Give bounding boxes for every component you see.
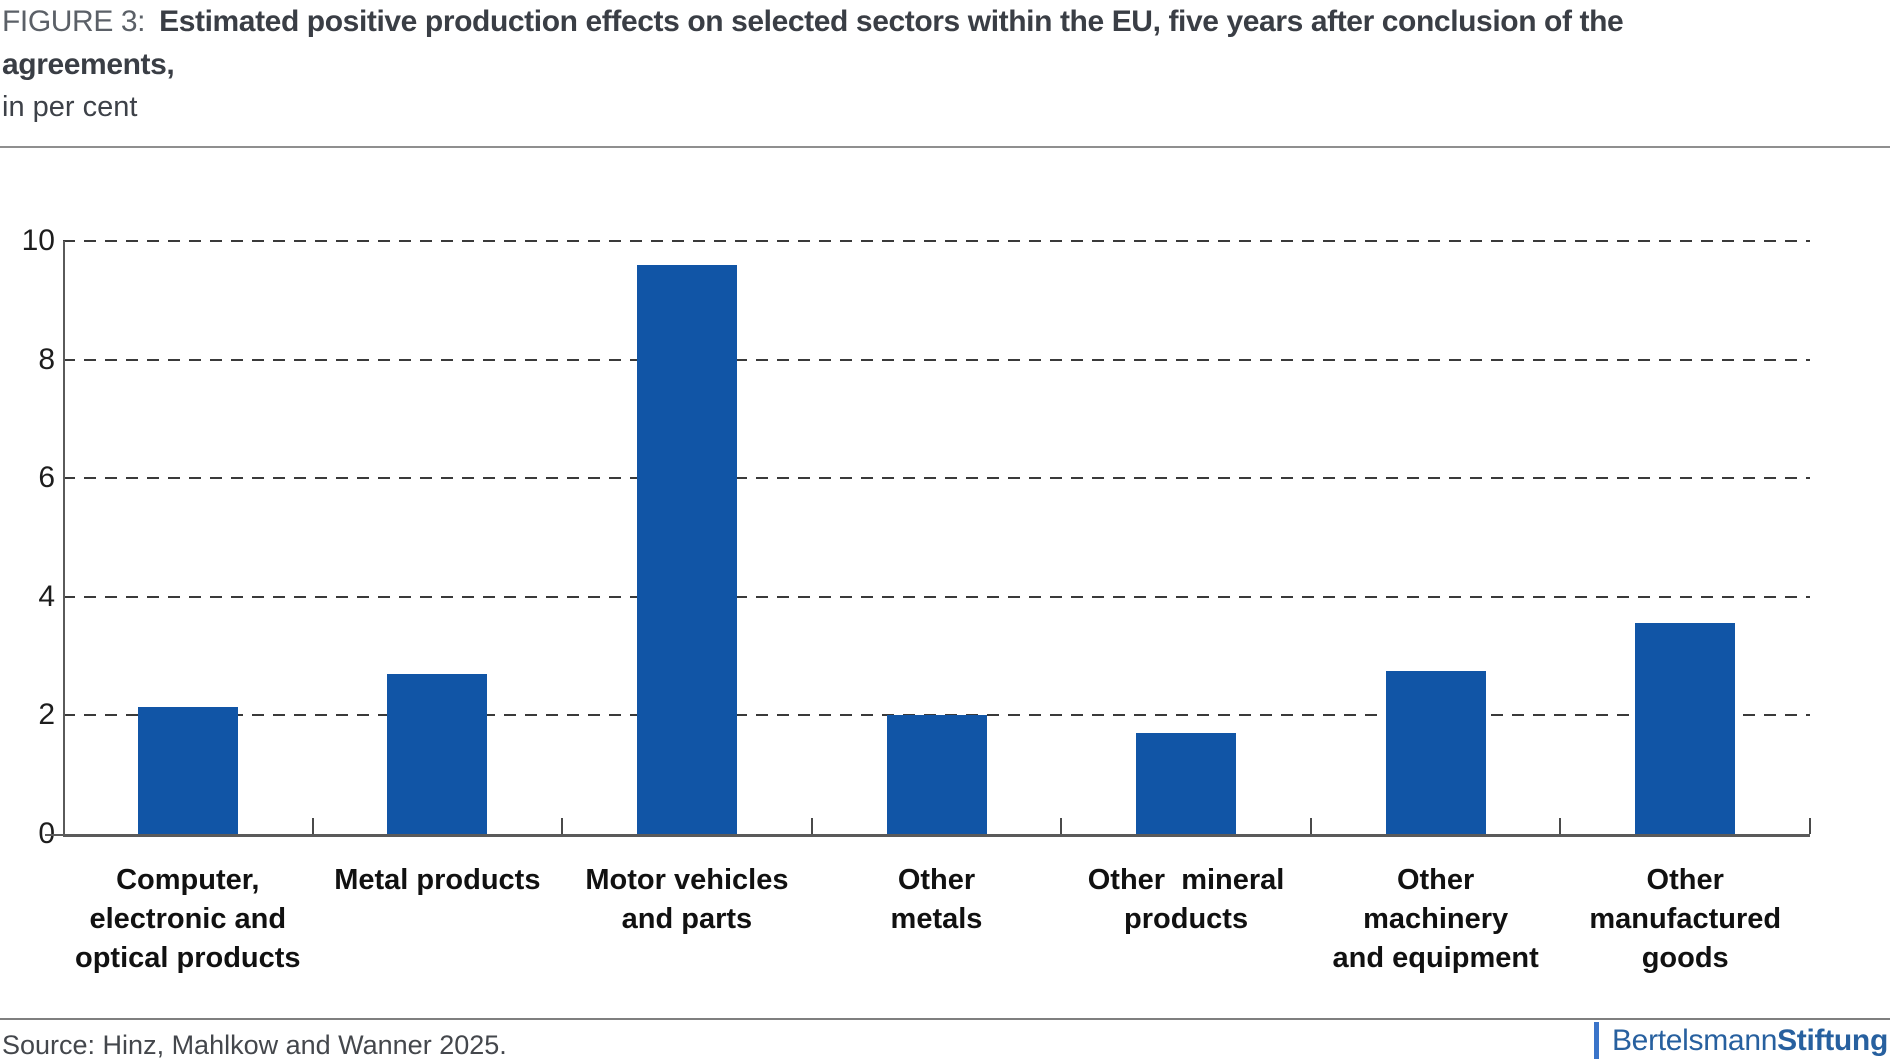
bar-7 [1635,623,1736,834]
x-category-label-1: Computer, electronic and optical product… [74,864,301,974]
grid-line-4 [63,595,1810,598]
y-axis-tick-label: 8 [38,342,55,376]
x-category-label-5: Other mineral products [1087,864,1285,935]
logo-wordmark-prefix: Bertelsmann [1611,1023,1778,1057]
y-axis-zero-tick [45,834,63,836]
source-note: Source: Hinz, Mahlkow and Wanner 2025. [2,1030,507,1060]
x-category-label-4: Other metals [890,864,983,935]
logo-wordmark-suffix: Stiftung [1777,1023,1888,1057]
figure-title: Estimated positive production effects on… [159,5,1624,38]
x-category-label-2: Metal products [334,864,541,896]
x-category-label-7: Other manufactured goods [1589,864,1782,974]
x-axis-tick [810,818,813,834]
footer-divider [0,1018,1890,1020]
y-axis [63,241,65,837]
figure-number-label: FIGURE 3: [2,5,146,38]
bar-4 [886,715,987,834]
x-category-label-3: Motor vehicles and parts [585,864,789,935]
bar-6 [1385,670,1486,834]
grid-line-6 [63,477,1810,480]
x-category-label-6: Other machinery and equipment [1332,864,1539,974]
grid-line-10 [63,240,1810,242]
bar-2 [387,673,488,834]
y-axis-tick-label: 2 [38,698,55,732]
figure-subtitle: in per cent [2,91,138,123]
header-divider [0,146,1890,148]
y-axis-tick-label: 0 [0,819,55,849]
y-axis-tick-label: 6 [38,461,55,495]
x-axis-tick [1809,818,1811,834]
title-line-2: agreements, [2,48,175,81]
x-axis [63,834,1810,837]
x-axis-tick [561,818,564,834]
logo-wordmark: BertelsmannStiftung [1612,1024,1888,1058]
x-axis-tick [1559,818,1562,834]
x-axis-tick [1060,818,1063,834]
x-axis-tick [1309,818,1312,834]
title-block: FIGURE 3: Estimated positive production e… [2,0,1882,129]
logo-vertical-bar-icon [1593,1022,1599,1059]
x-axis-tick [311,818,314,834]
bertelsmann-stiftung-logo: BertelsmannStiftung [1593,1022,1888,1059]
grid-line-8 [63,358,1810,361]
y-axis-tick-label: 4 [38,579,55,613]
y-axis-tick-label: 10 [21,224,55,257]
bar-3 [636,264,737,834]
bar-1 [137,706,238,834]
bar-5 [1136,733,1237,834]
title-line-1: FIGURE 3: Estimated positive production e… [2,0,1882,43]
